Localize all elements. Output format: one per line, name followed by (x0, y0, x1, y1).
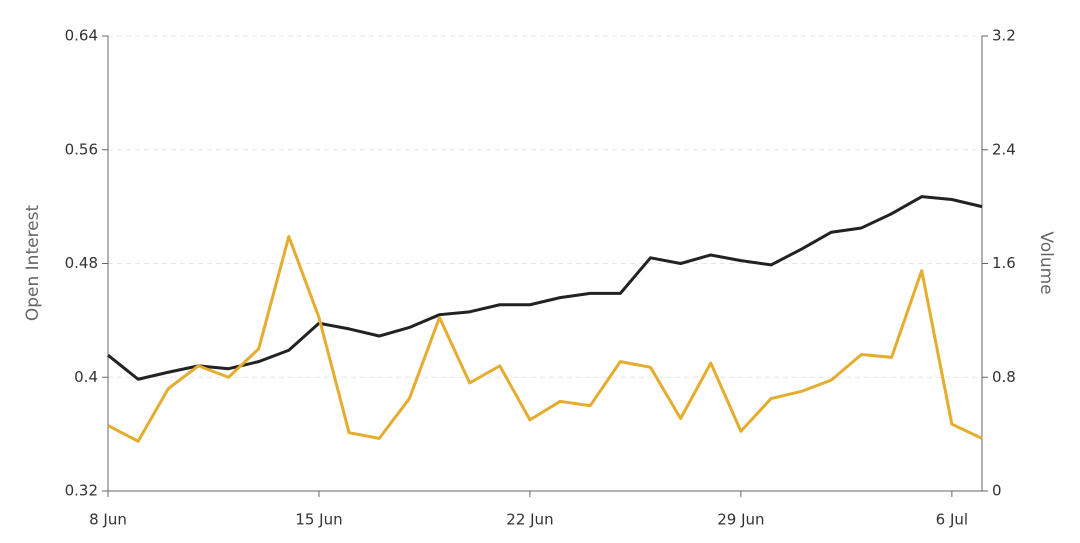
y-tick-label: 0.64 (65, 27, 98, 45)
y2-tick-label: 3.2 (992, 27, 1016, 45)
series-line (107, 234, 983, 443)
y2-tick-label: 0 (992, 482, 1002, 500)
y-tick-label: 0.48 (65, 254, 98, 272)
y2-tick-label: 1.6 (992, 254, 1016, 272)
x-tick-label: 8 Jun (89, 511, 127, 529)
series-line (107, 195, 983, 381)
x-tick-label: 29 Jun (717, 511, 764, 529)
y2-axis-title: Volume (1036, 231, 1056, 294)
x-tick-label: 6 Jul (936, 511, 968, 529)
y2-tick-label: 0.8 (992, 368, 1016, 386)
y-tick-label: 0.56 (65, 140, 98, 158)
y2-tick-label: 2.4 (992, 140, 1016, 158)
x-tick-label: 22 Jun (506, 511, 553, 529)
x-tick-label: 15 Jun (295, 511, 342, 529)
y-tick-label: 0.32 (65, 482, 98, 500)
y-tick-label: 0.4 (74, 368, 98, 386)
y-axis-title: Open Interest (23, 205, 43, 322)
